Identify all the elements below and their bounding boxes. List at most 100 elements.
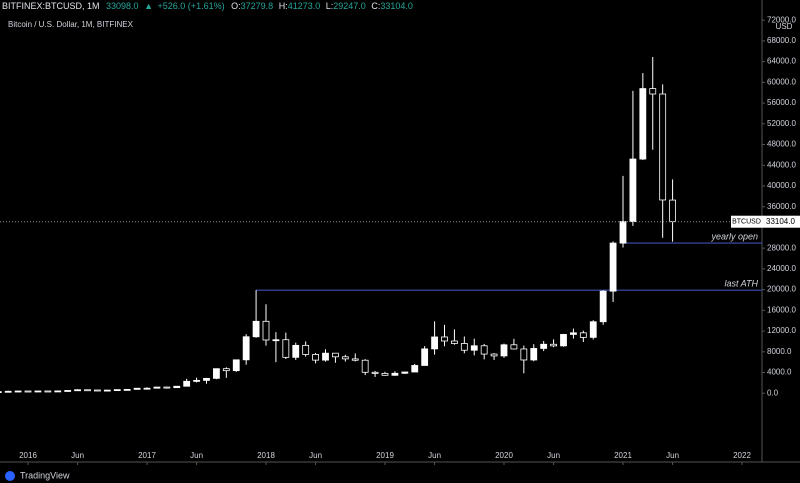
candle-body xyxy=(391,372,399,376)
annotation-label: yearly open xyxy=(710,231,758,241)
y-tick-label: 48000.0 xyxy=(767,140,796,149)
candle-body xyxy=(381,372,389,376)
candle-body xyxy=(163,386,171,389)
candle-body xyxy=(599,290,607,323)
symbol: BITFINEX:BTCUSD, 1M xyxy=(2,1,100,11)
candle-body xyxy=(183,380,191,387)
y-tick-label: 4000.0 xyxy=(767,368,792,377)
candle-body xyxy=(143,387,151,390)
y-tick-label: 20000.0 xyxy=(767,285,796,294)
candle-body xyxy=(480,345,488,355)
x-tick-label: Jun xyxy=(428,451,441,460)
y-tick-label: 8000.0 xyxy=(767,347,792,356)
y-tick-label: 12000.0 xyxy=(767,326,796,335)
candle-body xyxy=(232,359,240,372)
candle-body xyxy=(649,88,657,95)
candle-body xyxy=(560,334,567,347)
h: 41273.0 xyxy=(288,1,321,11)
candle-body xyxy=(252,320,260,338)
candle-body xyxy=(639,88,647,160)
candle-body xyxy=(203,377,210,381)
candle-body xyxy=(4,390,12,393)
y-tick-label: 72000.0 xyxy=(767,15,796,24)
candle-body xyxy=(540,343,548,349)
candle-body xyxy=(262,320,270,341)
candle-body xyxy=(371,371,379,374)
candle-body xyxy=(441,336,448,342)
candle-body xyxy=(341,356,349,360)
brand-logo xyxy=(5,471,15,481)
candle-body xyxy=(500,344,508,357)
y-tick-label: 16000.0 xyxy=(767,305,796,314)
candle-body xyxy=(361,359,369,373)
candle-body xyxy=(84,389,91,392)
candle-body xyxy=(570,332,577,335)
candle-body xyxy=(579,332,587,338)
y-tick-label: 36000.0 xyxy=(767,202,796,211)
x-tick-label: Jun xyxy=(309,451,322,460)
candle-body xyxy=(490,353,498,357)
subtitle: Bitcoin / U.S. Dollar, 1M, BITFINEX xyxy=(8,20,134,29)
o-label: O: xyxy=(231,1,241,11)
arrow: ▲ xyxy=(144,1,153,11)
l: 29247.0 xyxy=(333,1,366,11)
x-tick-label: 2020 xyxy=(495,451,513,460)
candle-body xyxy=(421,348,429,366)
candle-body xyxy=(609,242,617,292)
candle-body xyxy=(520,348,528,361)
last-price-name-box xyxy=(731,215,762,228)
candle-body xyxy=(550,343,557,347)
candle-body xyxy=(242,336,250,361)
x-tick-label: 2019 xyxy=(376,451,394,460)
candle-body xyxy=(470,345,478,351)
last-price-name: BTCUSD xyxy=(732,219,761,226)
candle-body xyxy=(431,336,438,350)
last-price-box xyxy=(762,215,800,228)
candle-body xyxy=(510,344,518,350)
x-tick-label: 2018 xyxy=(257,451,275,460)
x-tick-label: 2017 xyxy=(138,451,156,460)
brand: TradingView xyxy=(20,470,70,480)
candle-body xyxy=(113,389,121,392)
candle-body xyxy=(619,221,627,244)
y-tick-label: 68000.0 xyxy=(767,36,796,45)
candle-body xyxy=(302,344,310,355)
y-tick-label: 28000.0 xyxy=(767,243,796,252)
y-tick-label: 44000.0 xyxy=(767,160,796,169)
x-tick-label: Jun xyxy=(666,451,679,460)
candle-body xyxy=(312,354,319,361)
candle-body xyxy=(0,391,2,394)
x-tick-label: Jun xyxy=(547,451,560,460)
candle-body xyxy=(74,389,81,392)
candle-body xyxy=(153,386,161,389)
x-tick-label: 2016 xyxy=(19,451,37,460)
candle-body xyxy=(123,388,131,391)
y-tick-label: 52000.0 xyxy=(767,119,796,128)
x-tick-label: Jun xyxy=(190,451,203,460)
h-label: H: xyxy=(279,1,288,11)
candle-body xyxy=(94,389,101,392)
candle-body xyxy=(103,389,111,392)
candle-body xyxy=(411,365,419,373)
candle-body xyxy=(44,390,52,393)
candle-body xyxy=(669,199,676,223)
last: 33098.0 xyxy=(106,1,139,11)
candle-body xyxy=(659,93,667,201)
candle-body xyxy=(24,390,32,393)
candle-body xyxy=(213,368,220,379)
last-price-label: 33104.0 xyxy=(766,217,795,226)
candle-body xyxy=(222,368,230,372)
x-tick-label: 2021 xyxy=(614,451,632,460)
candle-body xyxy=(292,344,300,358)
annotation-label: last ATH xyxy=(724,279,758,289)
y-tick-label: 64000.0 xyxy=(767,57,796,66)
c: 33104.0 xyxy=(380,1,413,11)
candle-body xyxy=(401,371,409,374)
c-label: C: xyxy=(371,1,380,11)
x-tick-label: Jun xyxy=(71,451,84,460)
candle-body xyxy=(193,379,200,382)
candle-body xyxy=(34,390,42,393)
y-tick-label: 24000.0 xyxy=(767,264,796,273)
